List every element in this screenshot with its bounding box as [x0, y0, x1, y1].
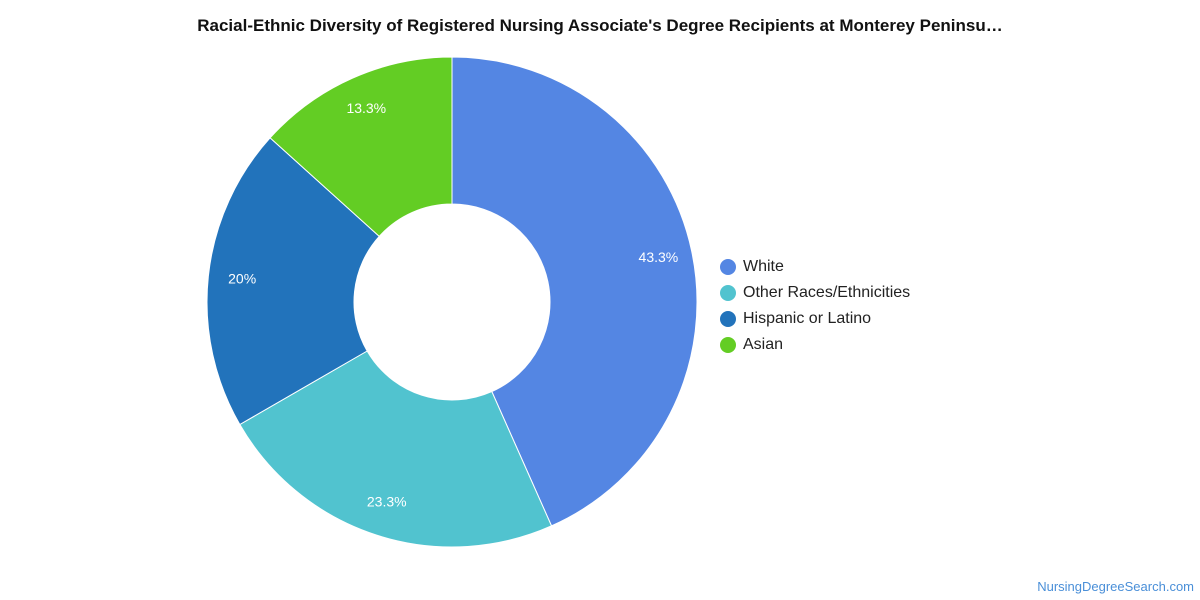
legend-label: White: [743, 258, 784, 275]
legend-item[interactable]: Other Races/Ethnicities: [720, 280, 910, 306]
watermark-link[interactable]: NursingDegreeSearch.com: [1037, 579, 1194, 594]
legend-label: Other Races/Ethnicities: [743, 284, 911, 301]
chart-legend: White Other Races/Ethnicities Hispanic or …: [720, 254, 910, 358]
legend-label: Hispanic or Latino: [743, 310, 872, 327]
legend-swatch: [720, 311, 736, 327]
slice-white[interactable]: [451, 56, 698, 527]
slice-other-races-ethnicities[interactable]: [239, 350, 553, 548]
legend-label: Asian: [743, 336, 784, 353]
legend-swatch: [720, 337, 736, 353]
legend-swatch: [720, 285, 736, 301]
slice-label: 43.3%: [639, 249, 679, 265]
legend-item[interactable]: White: [720, 254, 910, 280]
slice-asian[interactable]: [269, 56, 453, 238]
slice-label: 20%: [228, 271, 256, 287]
legend-item[interactable]: Asian: [720, 332, 910, 358]
chart-title: Racial-Ethnic Diversity of Registered Nu…: [197, 16, 1003, 35]
slice-hispanic-or-latino[interactable]: [206, 137, 380, 426]
legend-swatch: [720, 259, 736, 275]
slice-label: 23.3%: [367, 493, 407, 509]
slice-label: 13.3%: [346, 100, 386, 116]
legend-item[interactable]: Hispanic or Latino: [720, 306, 910, 332]
